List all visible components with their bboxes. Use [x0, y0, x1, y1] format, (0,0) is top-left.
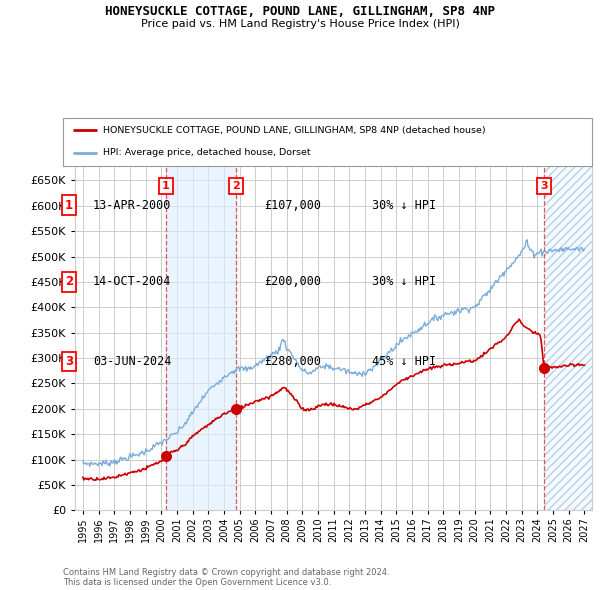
Text: 30% ↓ HPI: 30% ↓ HPI: [372, 275, 436, 289]
Text: 14-OCT-2004: 14-OCT-2004: [93, 275, 172, 289]
Text: £200,000: £200,000: [264, 275, 321, 289]
Text: 3: 3: [65, 355, 73, 368]
Text: 2: 2: [65, 275, 73, 289]
Bar: [544, 165, 592, 510]
Text: 3: 3: [540, 181, 548, 191]
Text: 45% ↓ HPI: 45% ↓ HPI: [372, 355, 436, 368]
Bar: [544, 165, 592, 510]
Text: 1: 1: [65, 198, 73, 212]
Text: HONEYSUCKLE COTTAGE, POUND LANE, GILLINGHAM, SP8 4NP (detached house): HONEYSUCKLE COTTAGE, POUND LANE, GILLING…: [103, 126, 485, 135]
Text: £280,000: £280,000: [264, 355, 321, 368]
Text: 2: 2: [232, 181, 240, 191]
Text: This data is licensed under the Open Government Licence v3.0.: This data is licensed under the Open Gov…: [63, 578, 331, 587]
Text: Contains HM Land Registry data © Crown copyright and database right 2024.: Contains HM Land Registry data © Crown c…: [63, 568, 389, 577]
Text: 30% ↓ HPI: 30% ↓ HPI: [372, 198, 436, 212]
Text: £107,000: £107,000: [264, 198, 321, 212]
Text: 03-JUN-2024: 03-JUN-2024: [93, 355, 172, 368]
Text: HONEYSUCKLE COTTAGE, POUND LANE, GILLINGHAM, SP8 4NP: HONEYSUCKLE COTTAGE, POUND LANE, GILLING…: [105, 5, 495, 18]
Bar: [166, 165, 236, 510]
Text: 13-APR-2000: 13-APR-2000: [93, 198, 172, 212]
Text: Price paid vs. HM Land Registry's House Price Index (HPI): Price paid vs. HM Land Registry's House …: [140, 19, 460, 29]
Text: HPI: Average price, detached house, Dorset: HPI: Average price, detached house, Dors…: [103, 148, 310, 158]
Text: 1: 1: [162, 181, 169, 191]
